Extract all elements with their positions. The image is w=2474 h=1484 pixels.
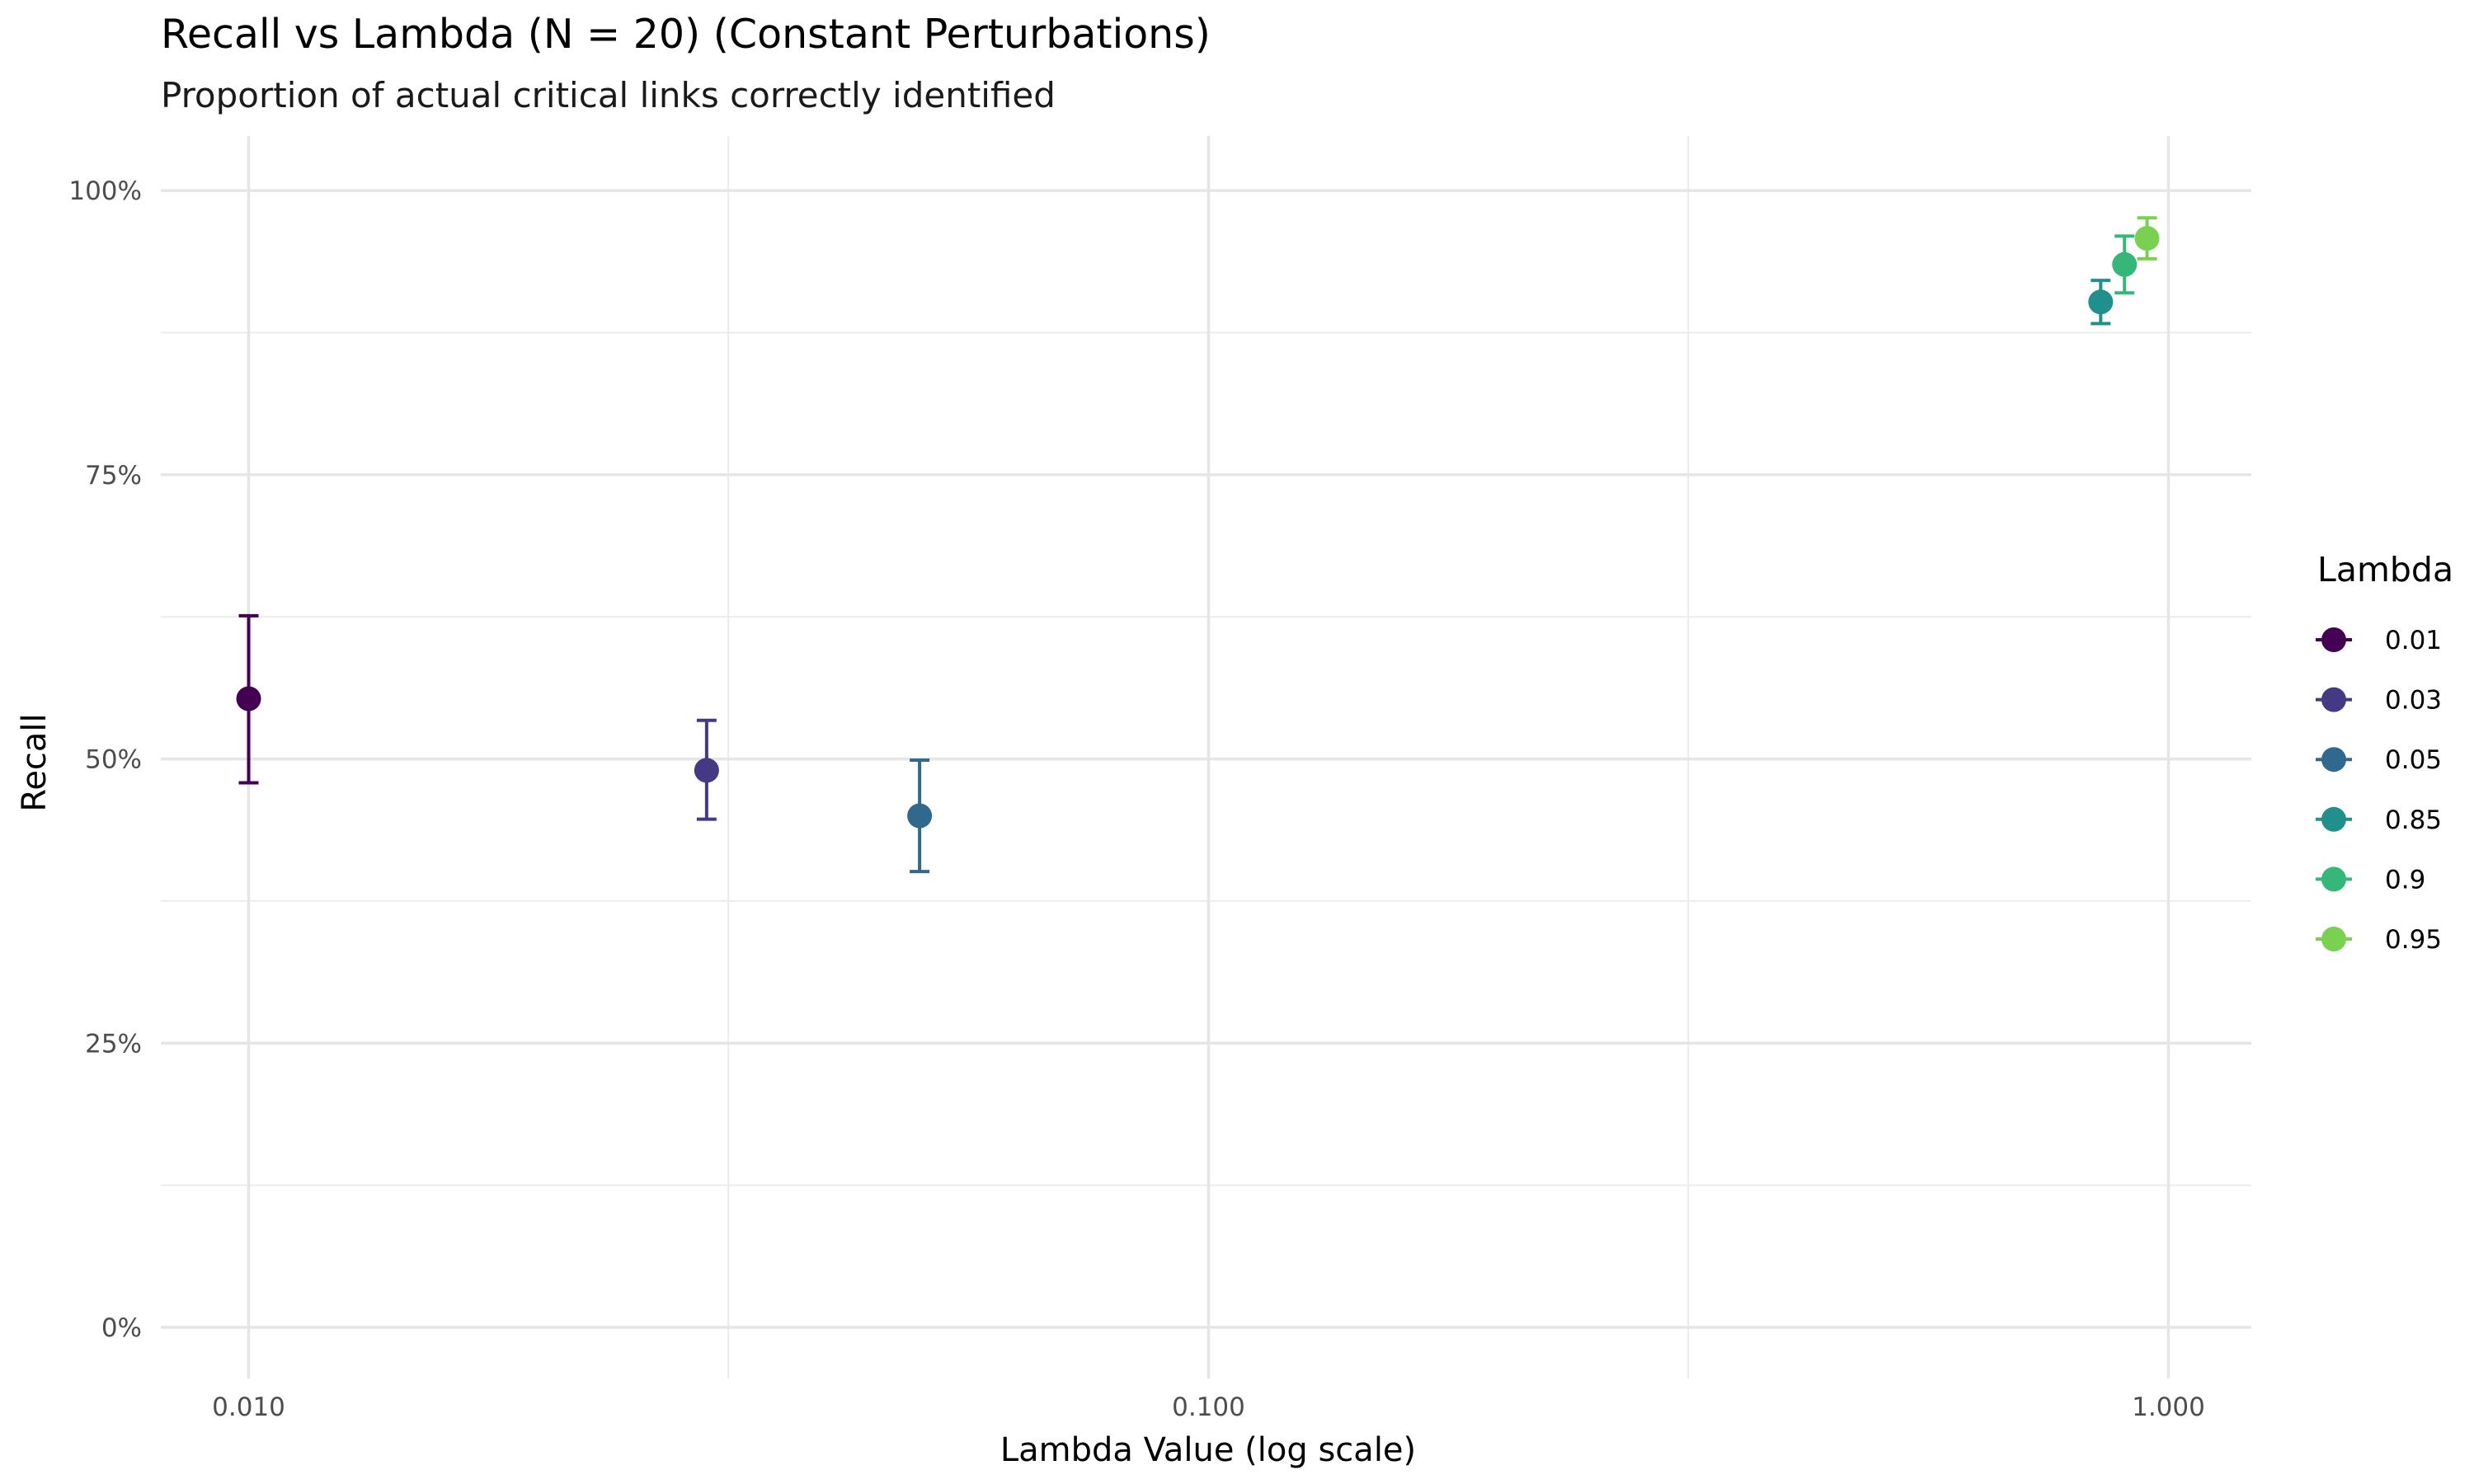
series-0.01 [236,613,261,785]
legend-key-point [2321,927,2346,951]
chart-title: Recall vs Lambda (N = 20) (Constant Pert… [161,11,1211,58]
series-0.95 [2134,216,2160,261]
series-0.03 [694,718,719,821]
data-point [236,686,261,711]
legend-key-point [2321,627,2346,652]
data-point [907,803,933,829]
x-tick-label: 0.010 [212,1392,285,1422]
legend-key-point [2321,687,2346,712]
data-point [2088,289,2114,315]
grid [161,136,2251,1378]
legend-title: Lambda [2317,550,2453,589]
legend-key-point [2321,806,2346,832]
legend: Lambda 0.01 0.03 0.05 0.85 0.9 0.95 [2316,550,2453,955]
legend-item-0.95: 0.95 [2316,925,2442,955]
series-0.9 [2112,234,2138,295]
data-marks [236,216,2160,874]
legend-item-0.9: 0.9 [2316,865,2425,895]
legend-item-0.01: 0.01 [2316,626,2442,655]
legend-item-0.05: 0.05 [2316,745,2442,775]
x-tick-label: 0.100 [1172,1392,1245,1422]
legend-key-point [2321,866,2346,892]
legend-label: 0.05 [2385,745,2442,775]
series-0.05 [907,758,933,874]
data-point [2112,251,2138,277]
data-point [2134,226,2160,251]
data-point [694,758,719,783]
y-tick-label: 25% [85,1029,142,1059]
legend-item-0.03: 0.03 [2316,686,2442,716]
x-axis-title: Lambda Value (log scale) [1000,1431,1416,1469]
legend-label: 0.85 [2385,805,2442,835]
series-0.85 [2088,279,2114,326]
legend-item-0.85: 0.85 [2316,805,2442,835]
tick-labels: 0% 25% 50% 75% 100% 0.010 0.100 1.000 [68,176,2204,1422]
legend-key-point [2321,747,2346,773]
legend-label: 0.01 [2385,626,2442,655]
y-tick-label: 50% [85,745,142,775]
x-tick-label: 1.000 [2132,1392,2205,1422]
y-tick-label: 75% [85,461,142,491]
y-tick-label: 100% [68,176,142,206]
legend-label: 0.9 [2385,865,2425,895]
y-tick-label: 0% [101,1313,142,1343]
y-axis-title: Recall [16,713,54,811]
legend-label: 0.95 [2385,925,2442,955]
chart-subtitle: Proportion of actual critical links corr… [161,75,1056,115]
legend-label: 0.03 [2385,686,2442,716]
